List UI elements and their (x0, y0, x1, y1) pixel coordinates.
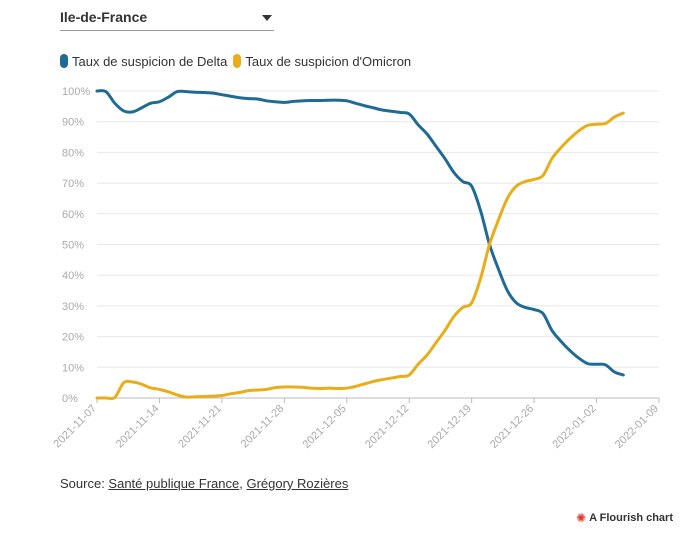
x-tick-label: 2021-12-26 (488, 403, 536, 451)
y-tick-label: 70% (62, 178, 84, 190)
x-tick-label: 2021-11-28 (239, 403, 287, 451)
legend-swatch-delta (60, 54, 68, 68)
x-tick-label: 2022-01-09 (613, 403, 661, 451)
series-line-delta (95, 89, 625, 377)
flourish-credit-label: A Flourish chart (589, 512, 673, 524)
y-tick-label: 40% (62, 270, 84, 282)
chart-legend: Taux de suspicion de Delta Taux de suspi… (60, 52, 417, 70)
legend-item-omicron[interactable]: Taux de suspicion d'Omicron (233, 54, 411, 69)
x-tick-label: 2021-12-19 (426, 403, 474, 451)
y-tick-label: 100% (62, 86, 90, 98)
source-prefix: Source: (60, 476, 109, 491)
line-chart: 0% 10% 20% 30% 40% 50% 60% 70% 80% 90% 100% 2021-11… (51, 86, 661, 451)
x-tick-label: 2021-12-05 (301, 403, 349, 451)
source-link-spf[interactable]: Santé publique France (108, 476, 240, 491)
region-select-value: Ile-de-France (60, 9, 148, 25)
legend-label-omicron: Taux de suspicion d'Omicron (245, 53, 412, 69)
x-tick-label: 2021-11-21 (176, 403, 224, 451)
x-tick-label: 2021-12-12 (363, 403, 411, 451)
source-link-author[interactable]: Grégory Rozières (246, 476, 349, 491)
x-tick-label: 2021-11-14 (114, 403, 162, 451)
y-tick-label: 30% (62, 301, 84, 313)
x-tick-label: 2022-01-02 (550, 403, 598, 451)
legend-swatch-omicron (233, 54, 242, 68)
y-tick-label: 0% (62, 393, 78, 405)
y-tick-label: 10% (62, 362, 84, 374)
flourish-logo-icon: ✺ (576, 511, 587, 525)
source-separator: , (239, 476, 247, 491)
y-tick-label: 20% (62, 332, 84, 344)
legend-label-delta: Taux de suspicion de Delta (72, 53, 228, 69)
y-tick-label: 60% (62, 209, 84, 221)
x-tick-label: 2021-11-07 (51, 403, 99, 451)
legend-item-delta[interactable]: Taux de suspicion de Delta (60, 54, 227, 69)
y-tick-label: 90% (62, 117, 84, 129)
y-tick-label: 50% (62, 240, 84, 252)
source-note: Source: Santé publique France, Grégory R… (60, 476, 348, 491)
region-select-dropdown[interactable]: Ile-de-France (60, 6, 274, 31)
series-line-omicron (95, 111, 625, 401)
chevron-down-icon (262, 15, 272, 21)
y-tick-label: 80% (62, 147, 84, 159)
flourish-credit-link[interactable]: ✺ A Flourish chart (576, 511, 673, 525)
